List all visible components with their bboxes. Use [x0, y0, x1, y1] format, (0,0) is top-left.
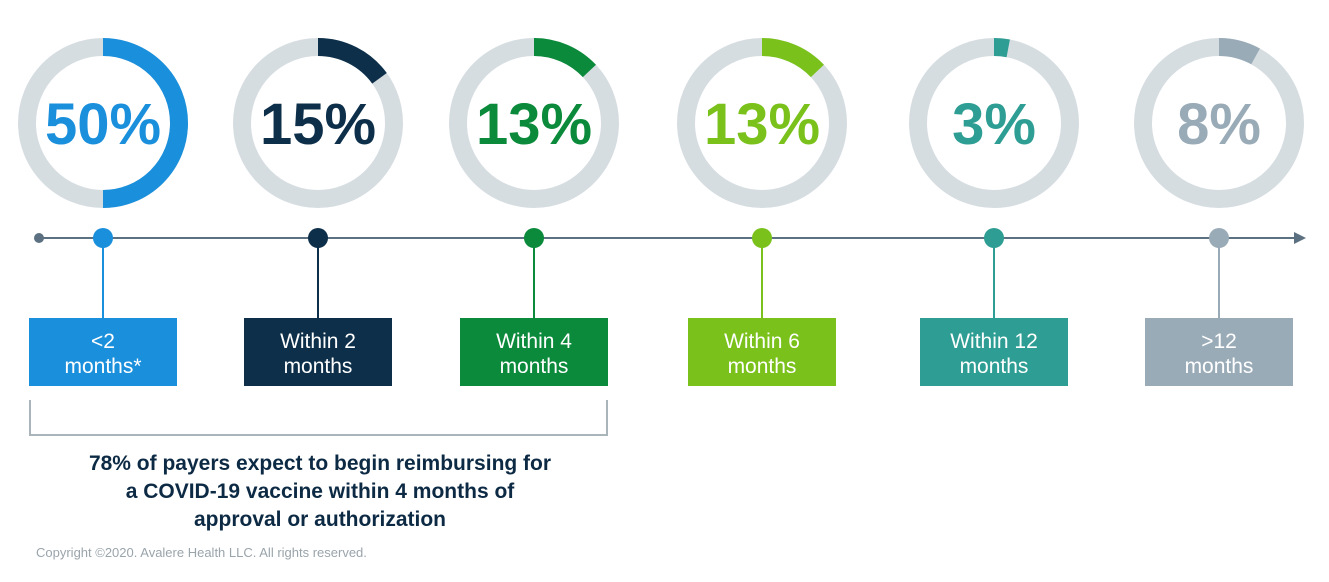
category-label-line: months*: [64, 355, 141, 378]
category-box-bg: [460, 318, 608, 386]
marker-dot: [984, 228, 1004, 248]
donut-1: 50%: [18, 38, 188, 208]
donut-4: 13%: [677, 38, 847, 208]
donut-3: 13%: [449, 38, 619, 208]
category-label-line: months: [1185, 355, 1254, 378]
category-label-line: Within 12: [950, 330, 1038, 353]
donut-percent-label: 8%: [1177, 92, 1261, 157]
donut-5: 3%: [909, 38, 1079, 208]
timeline-arrowhead: [1294, 232, 1306, 244]
category-label-line: >12: [1201, 330, 1237, 353]
donut-percent-label: 13%: [476, 92, 592, 157]
category-box-bg: [1145, 318, 1293, 386]
category-label-line: months: [500, 355, 569, 378]
category-label-line: Within 2: [280, 330, 356, 353]
donut-percent-label: 50%: [45, 92, 161, 157]
category-box-bg: [920, 318, 1068, 386]
bracket-layer: [29, 400, 608, 436]
donut-6: 8%: [1134, 38, 1304, 208]
donut-percent-label: 15%: [260, 92, 376, 157]
donut-value-arc: [993, 38, 1010, 58]
summary-line-2: a COVID-19 vaccine within 4 months of: [125, 480, 515, 503]
donut-value-arc: [761, 38, 824, 78]
timeline-marker-1: [93, 228, 113, 318]
donut-layer: 50% 15% 13% 13% 3% 8%: [18, 38, 1304, 208]
timeline-axis-layer: [34, 232, 1306, 244]
donut-value-arc: [533, 38, 596, 78]
donut-percent-label: 3%: [952, 92, 1036, 157]
marker-dot: [93, 228, 113, 248]
category-box-bg: [29, 318, 177, 386]
summary-line-1: 78% of payers expect to begin reimbursin…: [88, 452, 552, 475]
copyright-notice: Copyright ©2020. Avalere Health LLC. All…: [36, 545, 367, 560]
category-label-line: months: [284, 355, 353, 378]
donut-percent-label: 13%: [704, 92, 820, 157]
timeline-marker-5: [984, 228, 1004, 318]
donut-value-arc: [102, 38, 188, 208]
category-label-line: Within 6: [724, 330, 800, 353]
donut-value-arc: [317, 38, 387, 84]
category-label-line: months: [728, 355, 797, 378]
marker-dot: [308, 228, 328, 248]
marker-layer: [93, 228, 1229, 318]
marker-dot: [1209, 228, 1229, 248]
category-label-line: <2: [91, 330, 115, 353]
category-label-line: months: [960, 355, 1029, 378]
donut-2: 15%: [233, 38, 403, 208]
summary-line-3: approval or authorization: [193, 508, 447, 531]
donut-value-arc: [1218, 38, 1260, 65]
timeline-marker-3: [524, 228, 544, 318]
grouping-bracket: [29, 400, 608, 436]
timeline-start-dot: [34, 233, 44, 243]
category-label-line: Within 4: [496, 330, 572, 353]
marker-dot: [524, 228, 544, 248]
marker-dot: [752, 228, 772, 248]
timeline-marker-2: [308, 228, 328, 318]
category-box-bg: [688, 318, 836, 386]
timeline-marker-4: [752, 228, 772, 318]
timeline-marker-6: [1209, 228, 1229, 318]
summary-text: 78% of payers expect to begin reimbursin…: [20, 450, 620, 534]
category-box-bg: [244, 318, 392, 386]
